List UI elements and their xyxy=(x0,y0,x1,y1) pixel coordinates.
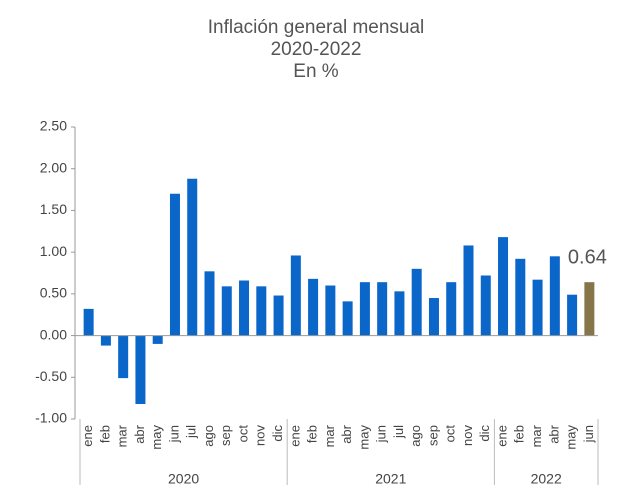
bar xyxy=(100,335,111,346)
group-label: 2021 xyxy=(375,471,406,485)
x-tick-label: feb xyxy=(512,425,527,443)
x-tick-label: jul xyxy=(184,425,199,439)
x-tick-label: sep xyxy=(425,425,440,446)
bar xyxy=(446,282,457,336)
y-tick-label: 2.50 xyxy=(40,118,67,134)
x-tick-label: jun xyxy=(581,425,596,443)
y-tick-label: 2.00 xyxy=(40,159,67,175)
x-tick-label: mar xyxy=(529,424,544,447)
x-tick-label: jun xyxy=(374,425,389,443)
x-tick-label: ago xyxy=(408,425,423,447)
bar xyxy=(152,335,163,344)
x-tick-label: sep xyxy=(218,425,233,446)
bar xyxy=(204,271,215,336)
x-tick-label: abr xyxy=(546,424,561,443)
x-tick-label: ago xyxy=(201,425,216,447)
group-label: 2020 xyxy=(168,471,199,485)
bar xyxy=(83,308,94,336)
group-label: 2022 xyxy=(531,471,562,485)
bar xyxy=(567,294,578,336)
x-tick-label: oct xyxy=(235,425,250,443)
bar xyxy=(394,291,405,336)
y-tick-label: -1.00 xyxy=(35,410,67,426)
bar xyxy=(359,282,370,336)
bar xyxy=(342,301,353,336)
bar xyxy=(584,282,595,336)
x-tick-label: feb xyxy=(97,425,112,443)
bar xyxy=(273,295,284,336)
x-tick-label: ene xyxy=(494,425,509,447)
bar xyxy=(498,237,509,336)
bar xyxy=(135,335,146,404)
bar xyxy=(308,278,319,336)
bar xyxy=(290,255,301,336)
x-tick-label: ene xyxy=(287,425,302,447)
bar xyxy=(532,279,543,336)
x-tick-label: dic xyxy=(270,425,285,442)
x-tick-label: jun xyxy=(166,425,181,443)
x-tick-label: jul xyxy=(391,425,406,439)
bar xyxy=(463,245,474,336)
x-tick-label: ene xyxy=(80,425,95,447)
x-tick-label: abr xyxy=(132,424,147,443)
bar xyxy=(428,298,439,336)
x-tick-label: abr xyxy=(339,424,354,443)
bar xyxy=(325,285,336,336)
bar xyxy=(221,286,232,336)
x-tick-label: dic xyxy=(477,425,492,442)
bar xyxy=(187,178,198,336)
bar xyxy=(118,335,129,379)
x-tick-label: may xyxy=(564,425,579,450)
x-tick-label: mar xyxy=(322,424,337,447)
data-label: 0.64 xyxy=(568,246,607,268)
chart-title: Inflación general mensual xyxy=(208,17,425,38)
x-tick-label: oct xyxy=(443,425,458,443)
bar xyxy=(256,286,267,336)
x-tick-label: may xyxy=(149,425,164,450)
x-tick-label: nov xyxy=(253,425,268,446)
bar xyxy=(480,275,491,336)
y-tick-label: 1.50 xyxy=(40,201,67,217)
bar xyxy=(515,258,526,336)
y-tick-label: 0.50 xyxy=(40,285,67,301)
bar xyxy=(169,193,180,336)
bar xyxy=(411,268,422,336)
y-tick-label: 1.00 xyxy=(40,243,67,259)
bar xyxy=(549,256,560,336)
x-tick-label: nov xyxy=(460,425,475,446)
bar xyxy=(377,282,388,336)
x-tick-label: mar xyxy=(115,424,130,447)
x-tick-label: feb xyxy=(305,425,320,443)
chart-subtitle: 2020-2022 xyxy=(271,39,362,60)
y-tick-label: 0.00 xyxy=(40,326,67,342)
chart-unit: En % xyxy=(293,61,339,82)
x-tick-label: may xyxy=(356,425,371,450)
bar xyxy=(239,280,250,336)
y-tick-label: -0.50 xyxy=(35,368,67,384)
